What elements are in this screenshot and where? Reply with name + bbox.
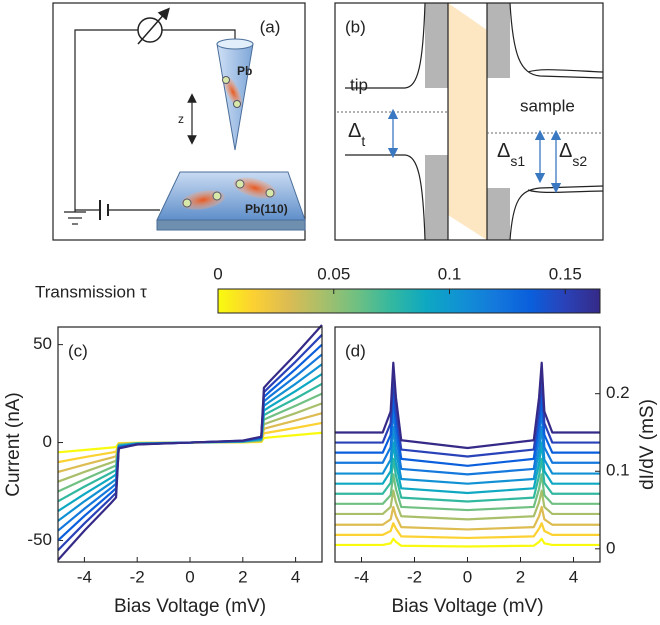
substrate-label: Pb(110) (245, 202, 288, 216)
x-tick-label: -4 (77, 567, 92, 586)
x-axis-title: Bias Voltage (mV) (391, 596, 543, 617)
tip-top (217, 39, 253, 49)
y-tick-label: 50 (33, 334, 52, 353)
series-line (335, 491, 600, 520)
gap-symbol: Δ (559, 140, 572, 162)
panel-label: (d) (345, 341, 366, 360)
x-tick-label: -4 (354, 567, 369, 586)
panel-label: (c) (68, 341, 88, 360)
tip-label: tip (350, 75, 368, 94)
series-line (335, 539, 600, 547)
y-axis-title: Current (nA) (3, 392, 24, 497)
panel-b: (b) tip sample Δt Δs1 Δs2 (335, 3, 603, 240)
tip-label: Pb (237, 64, 252, 78)
gap-subscript: s2 (572, 153, 587, 169)
series-line (335, 363, 600, 448)
substrate-edge (157, 220, 305, 230)
panel-a: Pb z (a) Pb(110) (53, 3, 305, 240)
plot-frame (58, 327, 322, 562)
gap-label: Δs1 (497, 140, 525, 168)
gap-label: Δs2 (559, 140, 587, 168)
panel-label: (b) (345, 17, 366, 36)
y2-tick-label: 0.2 (606, 383, 630, 402)
series-line (335, 378, 600, 456)
figure: Pb z (a) Pb(110) (b) tip sample Δt Δs1 Δ… (0, 0, 660, 625)
sample-label: sample (520, 96, 575, 115)
electron (236, 180, 244, 188)
electron (266, 189, 274, 197)
tip-states (425, 155, 448, 240)
y-tick-label: 0 (43, 432, 52, 451)
barrier (448, 3, 487, 240)
x-tick-label: -2 (130, 567, 145, 586)
y2-tick-label: 0 (606, 538, 615, 557)
y2-tick-label: 0.1 (606, 461, 630, 480)
electron (213, 192, 221, 200)
gap-label: Δt (348, 120, 365, 148)
colorbar-label: Transmission τ (35, 282, 147, 301)
x-tick-label: 4 (569, 567, 578, 586)
sample-states (487, 3, 510, 78)
colorbar-tick-label: 0 (213, 264, 222, 283)
electron (234, 101, 241, 108)
colorbar-tick-label: 0.05 (317, 264, 350, 283)
x-tick-label: 0 (185, 567, 194, 586)
series-line (58, 325, 322, 560)
x-tick-label: 2 (516, 567, 525, 586)
x-tick-label: 4 (291, 567, 300, 586)
electron (223, 77, 230, 84)
x-tick-label: -2 (407, 567, 422, 586)
series-line (335, 443, 600, 493)
colorbar (218, 289, 600, 313)
z-label: z (178, 112, 184, 126)
y2-axis-title: dI/dV (mS) (637, 399, 658, 490)
tip-dos (345, 155, 425, 240)
series-line (335, 394, 600, 465)
x-axis-title: Bias Voltage (mV) (114, 596, 266, 617)
colorbar-tick-label: 0.1 (438, 264, 462, 283)
y-tick-label: -50 (27, 530, 52, 549)
gap-subscript: s1 (510, 153, 525, 169)
sample-states (487, 188, 510, 240)
x-tick-label: 0 (463, 567, 472, 586)
electron (183, 199, 191, 207)
gap-subscript: t (361, 133, 365, 149)
colorbar-tick-label: 0.15 (549, 264, 582, 283)
sample-dos (510, 186, 603, 240)
ground (64, 212, 86, 224)
gap-symbol: Δ (497, 140, 510, 162)
panel-label: (a) (260, 17, 281, 36)
sample-dos (510, 3, 603, 78)
plot-frame (335, 327, 600, 562)
gap-symbol: Δ (348, 120, 361, 142)
tip-states (425, 3, 448, 88)
x-tick-label: 2 (238, 567, 247, 586)
